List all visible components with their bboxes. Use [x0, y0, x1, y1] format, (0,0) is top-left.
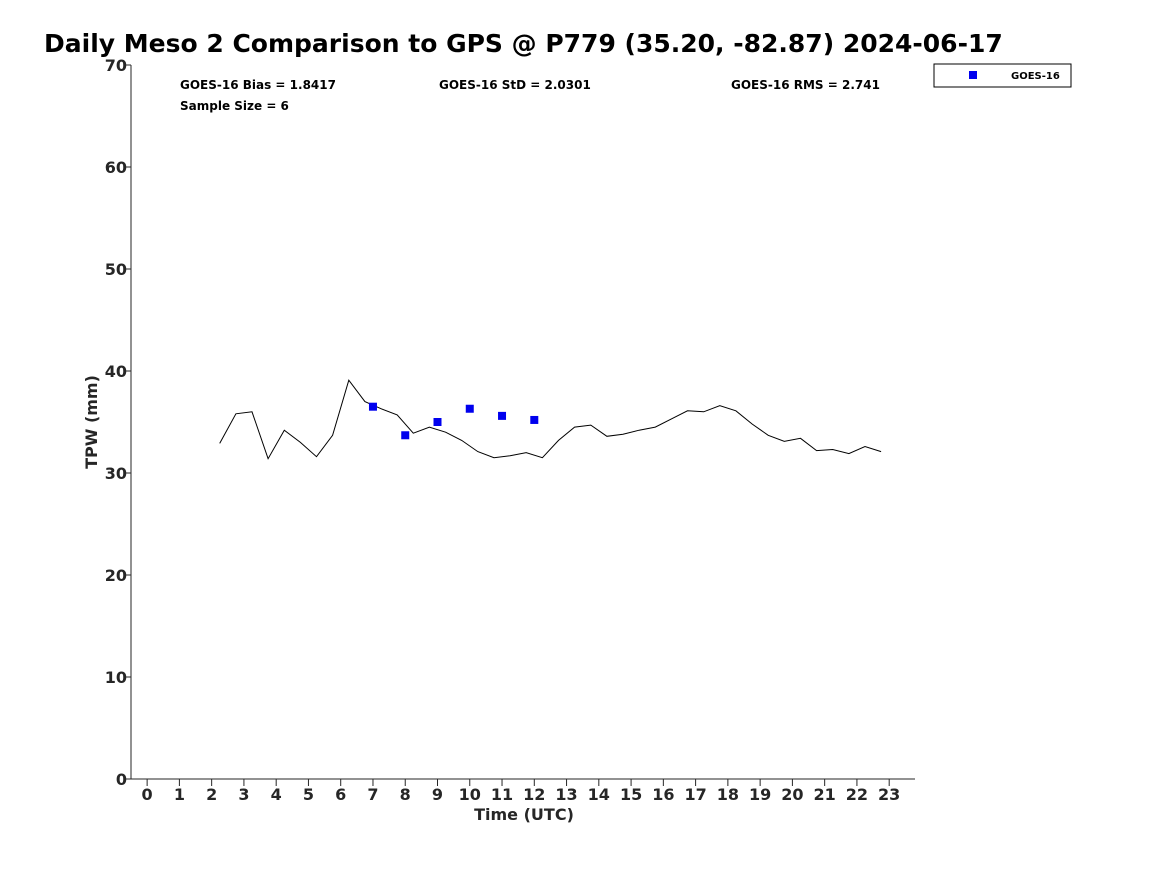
stats-annotations: GOES-16 Bias = 1.8417 GOES-16 StD = 2.03…	[180, 78, 880, 113]
x-tick-label: 9	[432, 785, 443, 804]
x-tick-label: 3	[238, 785, 249, 804]
y-tick-label: 40	[105, 362, 127, 381]
y-tick-label: 50	[105, 260, 127, 279]
x-tick-label: 6	[335, 785, 346, 804]
x-tick-label: 17	[684, 785, 706, 804]
x-tick-label: 1	[174, 785, 185, 804]
y-ticks: 0 10 20 30 40 50 60 70	[105, 56, 131, 789]
std-stat: GOES-16 StD = 2.0301	[439, 78, 591, 92]
goes16-point	[465, 404, 474, 413]
x-tick-label: 21	[814, 785, 836, 804]
x-tick-label: 4	[271, 785, 282, 804]
goes16-point	[401, 431, 410, 440]
legend-marker	[969, 71, 977, 79]
rms-stat: GOES-16 RMS = 2.741	[731, 78, 880, 92]
x-tick-label: 18	[717, 785, 739, 804]
legend-box	[933, 63, 1072, 88]
x-tick-label: 12	[523, 785, 545, 804]
goes16-point	[530, 415, 539, 424]
goes16-point	[433, 418, 442, 426]
x-tick-label: 23	[878, 785, 900, 804]
legend: GOES-16	[933, 63, 1072, 88]
x-tick-label: 20	[781, 785, 803, 804]
x-tick-label: 5	[303, 785, 314, 804]
x-tick-label: 11	[491, 785, 513, 804]
x-axis-label: Time (UTC)	[474, 805, 574, 824]
goes16-point	[498, 411, 507, 420]
y-tick-label: 30	[105, 464, 127, 483]
plot-area	[130, 65, 915, 780]
gps-tpw-line	[219, 379, 882, 460]
sample-size-stat: Sample Size = 6	[180, 99, 289, 113]
x-tick-label: 13	[555, 785, 577, 804]
y-tick-label: 70	[105, 56, 127, 75]
x-tick-label: 15	[620, 785, 642, 804]
y-axis-label: TPW (mm)	[82, 375, 101, 469]
x-tick-label: 2	[206, 785, 217, 804]
chart-title: Daily Meso 2 Comparison to GPS @ P779 (3…	[44, 29, 1003, 58]
y-tick-label: 20	[105, 566, 127, 585]
x-tick-label: 0	[142, 785, 153, 804]
goes16-point	[368, 402, 377, 411]
x-ticks: 0 1 2 3 4 5 6 7 8 9 10 11 12 13 14 15 16 17 18 19 20 21 22 23	[142, 779, 900, 804]
bias-stat: GOES-16 Bias = 1.8417	[180, 78, 336, 92]
y-tick-label: 10	[105, 668, 127, 687]
x-tick-label: 19	[749, 785, 771, 804]
series-layer	[219, 379, 882, 460]
x-tick-label: 22	[846, 785, 868, 804]
x-tick-label: 7	[367, 785, 378, 804]
x-tick-label: 8	[400, 785, 411, 804]
x-tick-label: 16	[652, 785, 674, 804]
x-tick-label: 10	[459, 785, 481, 804]
legend-label: GOES-16	[1011, 71, 1060, 82]
y-tick-label: 0	[116, 770, 127, 789]
x-tick-label: 14	[588, 785, 610, 804]
y-tick-label: 60	[105, 158, 127, 177]
